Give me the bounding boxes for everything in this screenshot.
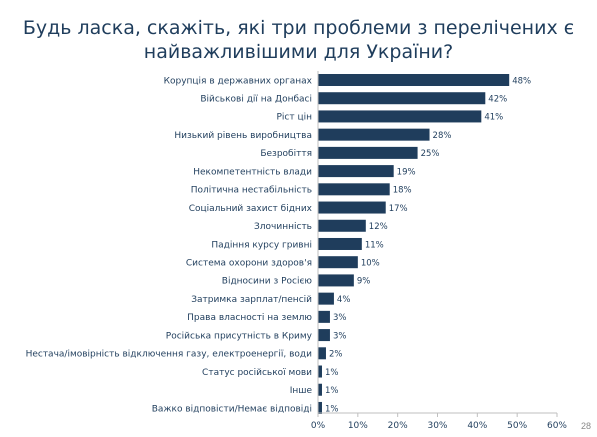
value-label: 28% <box>433 131 452 141</box>
value-label: 2% <box>329 350 343 360</box>
value-label: 10% <box>361 259 380 269</box>
bar <box>318 383 322 396</box>
category-label: Система охорони здоров'я <box>186 259 312 269</box>
x-tick-label: 0% <box>311 421 326 431</box>
bar <box>318 201 386 214</box>
value-label: 25% <box>421 149 440 159</box>
category-label: Інше <box>290 386 313 396</box>
title-line-2: найважливішими для України? <box>143 41 454 63</box>
value-label: 1% <box>325 386 339 396</box>
category-label: Відносини з Росією <box>222 277 313 287</box>
category-label: Безробіття <box>260 149 312 159</box>
value-label: 12% <box>369 222 388 232</box>
category-label: Низький рівень виробництва <box>174 131 312 141</box>
category-label: Статус російської мови <box>202 368 312 378</box>
bar <box>318 110 482 123</box>
category-label: Військові дії на Донбасі <box>200 95 312 105</box>
bar <box>318 329 330 342</box>
value-label: 48% <box>512 76 531 86</box>
category-label: Затримка зарплат/пенсій <box>191 295 312 305</box>
category-label: Російська присутність в Криму <box>166 331 313 341</box>
category-label: Соціальний захист бідних <box>189 204 313 214</box>
value-label: 19% <box>397 167 416 177</box>
bar <box>318 183 390 196</box>
value-label: 9% <box>357 277 371 287</box>
x-tick-label: 40% <box>467 421 487 431</box>
x-tick-label: 20% <box>388 421 408 431</box>
x-tick-label: 60% <box>547 421 567 431</box>
value-label: 1% <box>325 368 339 378</box>
category-label: Права власності на землю <box>187 313 312 323</box>
bar <box>318 165 394 178</box>
bar <box>318 274 354 287</box>
bar <box>318 347 326 360</box>
value-label: 3% <box>333 313 347 323</box>
value-label: 42% <box>488 95 507 105</box>
x-tick-label: 30% <box>427 421 447 431</box>
category-label: Політична нестабільність <box>191 186 312 196</box>
category-label: Ріст цін <box>277 113 313 123</box>
slide-title: Будь ласка, скажіть, які три проблеми з … <box>0 16 597 64</box>
value-label: 3% <box>333 331 347 341</box>
category-label: Нестача/імовірність відключення газу, ел… <box>26 350 313 360</box>
bar <box>318 256 358 269</box>
value-label: 17% <box>389 204 408 214</box>
category-label: Некомпетентність влади <box>193 167 312 177</box>
value-label: 4% <box>337 295 351 305</box>
category-label: Падіння курсу гривні <box>211 240 312 250</box>
category-label: Злочинність <box>254 222 312 232</box>
x-tick-label: 10% <box>348 421 368 431</box>
bar <box>318 365 322 378</box>
bar <box>318 128 430 141</box>
bar <box>318 401 322 414</box>
value-label: 41% <box>484 113 503 123</box>
bar <box>318 146 418 159</box>
bar <box>318 219 366 232</box>
bar <box>318 310 330 323</box>
bar <box>318 92 486 105</box>
title-line-1: Будь ласка, скажіть, які три проблеми з … <box>22 17 575 39</box>
bar <box>318 237 362 250</box>
x-tick-label: 50% <box>507 421 527 431</box>
value-label: 11% <box>365 240 384 250</box>
value-label: 1% <box>325 404 339 414</box>
category-label: Корупція в державних органах <box>164 76 313 86</box>
value-label: 18% <box>393 186 412 196</box>
bar <box>318 292 334 305</box>
bar <box>318 74 510 86</box>
category-label: Важко відповісти/Немає відповіді <box>152 404 312 414</box>
page-number: 28 <box>580 421 591 431</box>
